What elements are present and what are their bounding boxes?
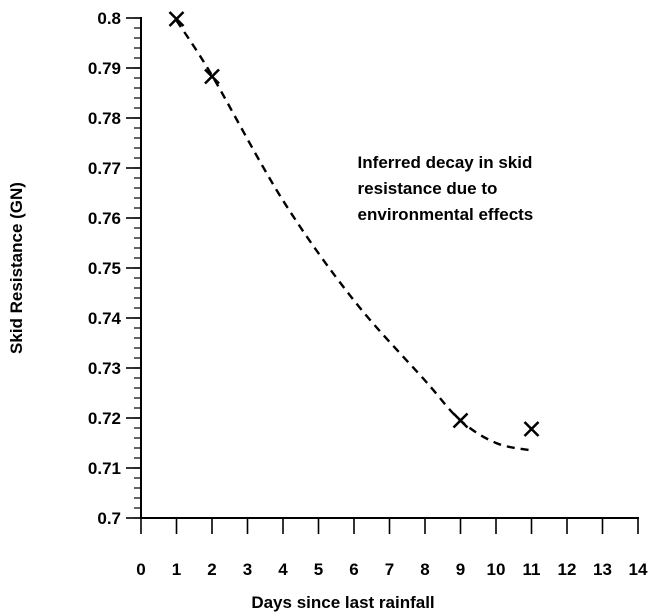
x-tick-label: 9	[456, 560, 465, 579]
y-tick-label: 0.73	[88, 359, 121, 378]
annotation-line: Inferred decay in skid	[358, 153, 533, 172]
annotation-line: resistance due to	[358, 179, 498, 198]
x-axis-title: Days since last rainfall	[251, 593, 434, 612]
data-points	[168, 11, 540, 437]
x-tick-label: 0	[136, 560, 145, 579]
y-tick-label: 0.71	[88, 459, 121, 478]
marker-stroke	[452, 412, 469, 429]
x-tick-label: 13	[593, 560, 612, 579]
y-tick-label: 0.79	[88, 59, 121, 78]
y-axis-title: Skid Resistance (GN)	[7, 182, 26, 354]
data-point-x-marker	[204, 68, 220, 85]
y-tick-label: 0.8	[97, 9, 121, 28]
x-tick-label: 2	[207, 560, 216, 579]
annotation-text: Inferred decay in skid resistance due to e…	[358, 153, 534, 224]
y-tick-label: 0.78	[88, 109, 121, 128]
y-tick-label: 0.72	[88, 409, 121, 428]
y-tick-label: 0.75	[88, 259, 121, 278]
x-tick-label: 8	[420, 560, 429, 579]
x-tick-label: 6	[349, 560, 358, 579]
data-point-x-marker	[523, 421, 540, 437]
x-tick-label: 3	[243, 560, 252, 579]
trend-line-group	[175, 19, 532, 452]
marker-stroke	[523, 421, 540, 437]
x-tick-label: 5	[314, 560, 323, 579]
axes	[140, 17, 639, 519]
data-point-x-marker	[168, 11, 185, 27]
x-tick-label: 12	[558, 560, 577, 579]
marker-stroke	[204, 68, 220, 85]
y-tick-label: 0.7	[97, 509, 121, 528]
x-tick-label: 10	[487, 560, 506, 579]
y-tick-label: 0.77	[88, 159, 121, 178]
x-tick-label: 1	[172, 560, 181, 579]
y-tick-label: 0.74	[88, 309, 122, 328]
y-tick-label: 0.76	[88, 209, 121, 228]
x-tick-label: 11	[523, 560, 541, 579]
trend-line	[175, 19, 532, 452]
ticks: 0.7 0.71 0.72 0.73 0.74 0.75 0.76 0.77 0.78 0.79 0…	[88, 9, 648, 579]
data-point-x-marker	[452, 412, 469, 429]
x-tick-label: 4	[278, 560, 288, 579]
x-tick-label: 7	[385, 560, 394, 579]
annotation-line: environmental effects	[358, 205, 534, 224]
marker-stroke	[168, 11, 185, 27]
x-tick-label: 14	[629, 560, 648, 579]
